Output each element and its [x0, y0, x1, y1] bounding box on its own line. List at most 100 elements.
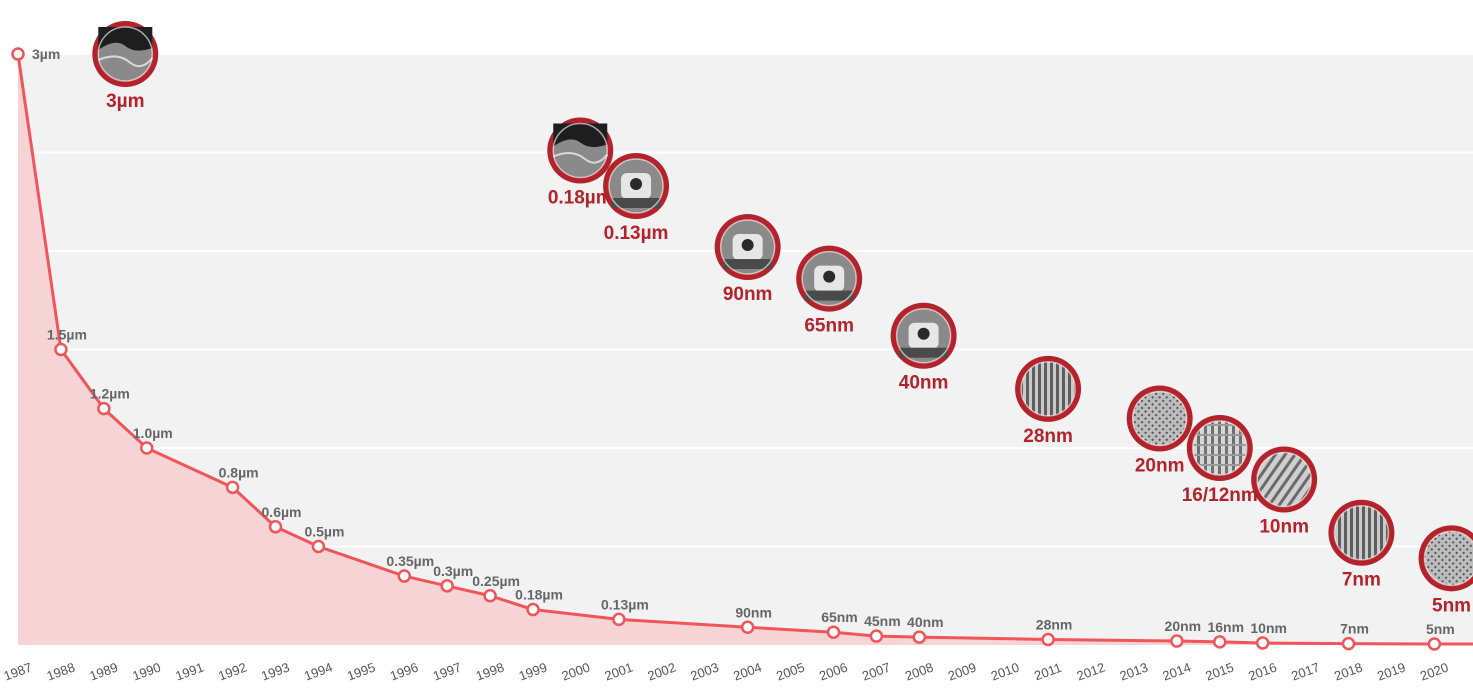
data-point [54, 342, 68, 357]
node-badge: 90nm [714, 214, 781, 305]
badge-substrate [612, 197, 661, 208]
badge-label: 0.13µm [604, 223, 669, 244]
x-tick-label: 1996 [388, 660, 420, 684]
transistor-gate-icon [896, 308, 951, 363]
x-tick-label: 1987 [2, 660, 34, 684]
badge-substrate [723, 259, 772, 270]
badge-inner-edge [719, 219, 776, 275]
badge-texture [1257, 452, 1312, 507]
data-point [311, 539, 326, 554]
area-series [18, 54, 1473, 645]
badge-inner-edge [1192, 420, 1248, 476]
x-tick-label: 1993 [259, 660, 291, 684]
badge-layer-line [97, 55, 154, 68]
x-tick-label: 1999 [517, 660, 549, 684]
x-tick-label: 1995 [345, 660, 377, 684]
x-tick-label: 2006 [817, 660, 849, 684]
finfet-array-icon [1257, 452, 1312, 507]
data-point [440, 579, 454, 593]
node-badge: 65nm [796, 245, 863, 337]
badge-label: 7nm [1342, 570, 1381, 591]
data-point [225, 480, 240, 495]
node-badge: 16/12nm [1182, 415, 1258, 506]
x-tick-label: 2009 [946, 660, 978, 684]
node-badge: 3µm [92, 21, 159, 112]
badge-label: 0.18µm [548, 188, 613, 209]
data-point [869, 629, 884, 643]
x-tick-label: 2015 [1203, 660, 1235, 684]
x-tick-label: 2012 [1075, 660, 1107, 684]
x-tick-label: 1998 [474, 660, 506, 684]
data-point [1255, 636, 1270, 650]
x-tick-label: 2013 [1118, 660, 1150, 684]
badge-texture [1021, 361, 1076, 416]
x-tick-label: 2016 [1246, 660, 1278, 684]
badge-inner-edge [608, 158, 664, 214]
x-tick-label: 2000 [560, 660, 592, 684]
badge-inner-edge [1423, 530, 1473, 587]
data-label: 1.2µm [90, 386, 130, 402]
badge-gate-core [741, 239, 754, 252]
badge-inner-edge [1256, 451, 1312, 508]
x-tick-label: 2002 [645, 660, 677, 684]
badge-label: 65nm [804, 316, 854, 337]
node-badges: 3µm 0.18µm 0.13µm 90nm 65nm 40nm 28nm 20nm 16/12… [92, 21, 1473, 616]
badge-label: 40nm [899, 373, 949, 394]
badge-label: 10nm [1259, 517, 1309, 538]
badge-label: 3µm [106, 91, 144, 112]
badge-texture [1192, 421, 1247, 475]
data-point [268, 520, 283, 534]
badge-inner-edge [97, 26, 154, 82]
badge-gate-core [823, 270, 836, 283]
badge-label: 20nm [1135, 455, 1185, 476]
node-badge: 5nm [1418, 525, 1473, 616]
badge-label: 90nm [723, 284, 773, 305]
x-tick-label: 1990 [130, 660, 162, 684]
x-tick-label: 2019 [1375, 660, 1407, 684]
data-point [140, 441, 154, 455]
badge-label: 16/12nm [1182, 485, 1258, 506]
data-points [11, 47, 1442, 651]
badge-inner-edge [1333, 504, 1390, 561]
data-label: 20nm [1165, 618, 1202, 634]
x-tick-label: 2011 [1032, 660, 1063, 684]
x-tick-label: 2014 [1161, 660, 1193, 684]
transistor-gate-icon [802, 251, 857, 306]
finfet-array-icon [1021, 361, 1076, 416]
badge-inner-edge [1131, 390, 1188, 447]
wafer-cross-section-icon [552, 123, 609, 178]
x-tick-label: 2001 [603, 660, 635, 684]
wafer-cross-section-icon [97, 27, 154, 81]
finfet-array-icon [1132, 391, 1187, 446]
data-label: 0.18µm [515, 587, 563, 603]
badge-layer-line [552, 152, 609, 164]
data-label: 1.5µm [47, 327, 87, 343]
data-point [1427, 637, 1442, 651]
data-label: 65nm [821, 609, 858, 625]
data-point [912, 630, 927, 644]
transistor-gate-icon [609, 158, 664, 213]
x-tick-label: 1994 [302, 660, 334, 684]
node-badge: 40nm [890, 302, 957, 394]
badge-inner-edge [801, 250, 857, 307]
data-point [1341, 636, 1356, 651]
badge-label: 28nm [1023, 426, 1073, 447]
data-label: 0.6µm [262, 504, 302, 520]
node-badge: 0.13µm [603, 152, 670, 244]
data-label: 0.3µm [433, 563, 473, 579]
badge-texture [1132, 391, 1187, 446]
badge-texture [1334, 505, 1389, 560]
finfet-array-icon [1334, 505, 1389, 560]
data-label: 1.0µm [133, 425, 173, 441]
x-tick-label: 2020 [1418, 660, 1450, 684]
badge-gate-core [630, 177, 643, 190]
data-label: 90nm [735, 604, 772, 620]
data-point [526, 602, 540, 617]
node-badge: 7nm [1328, 499, 1395, 591]
badge-substrate [899, 347, 948, 358]
x-tick-label: 1991 [173, 660, 205, 684]
finfet-array-icon [1192, 421, 1247, 475]
badge-layer-top [553, 123, 608, 148]
x-tick-label: 1992 [216, 660, 248, 684]
